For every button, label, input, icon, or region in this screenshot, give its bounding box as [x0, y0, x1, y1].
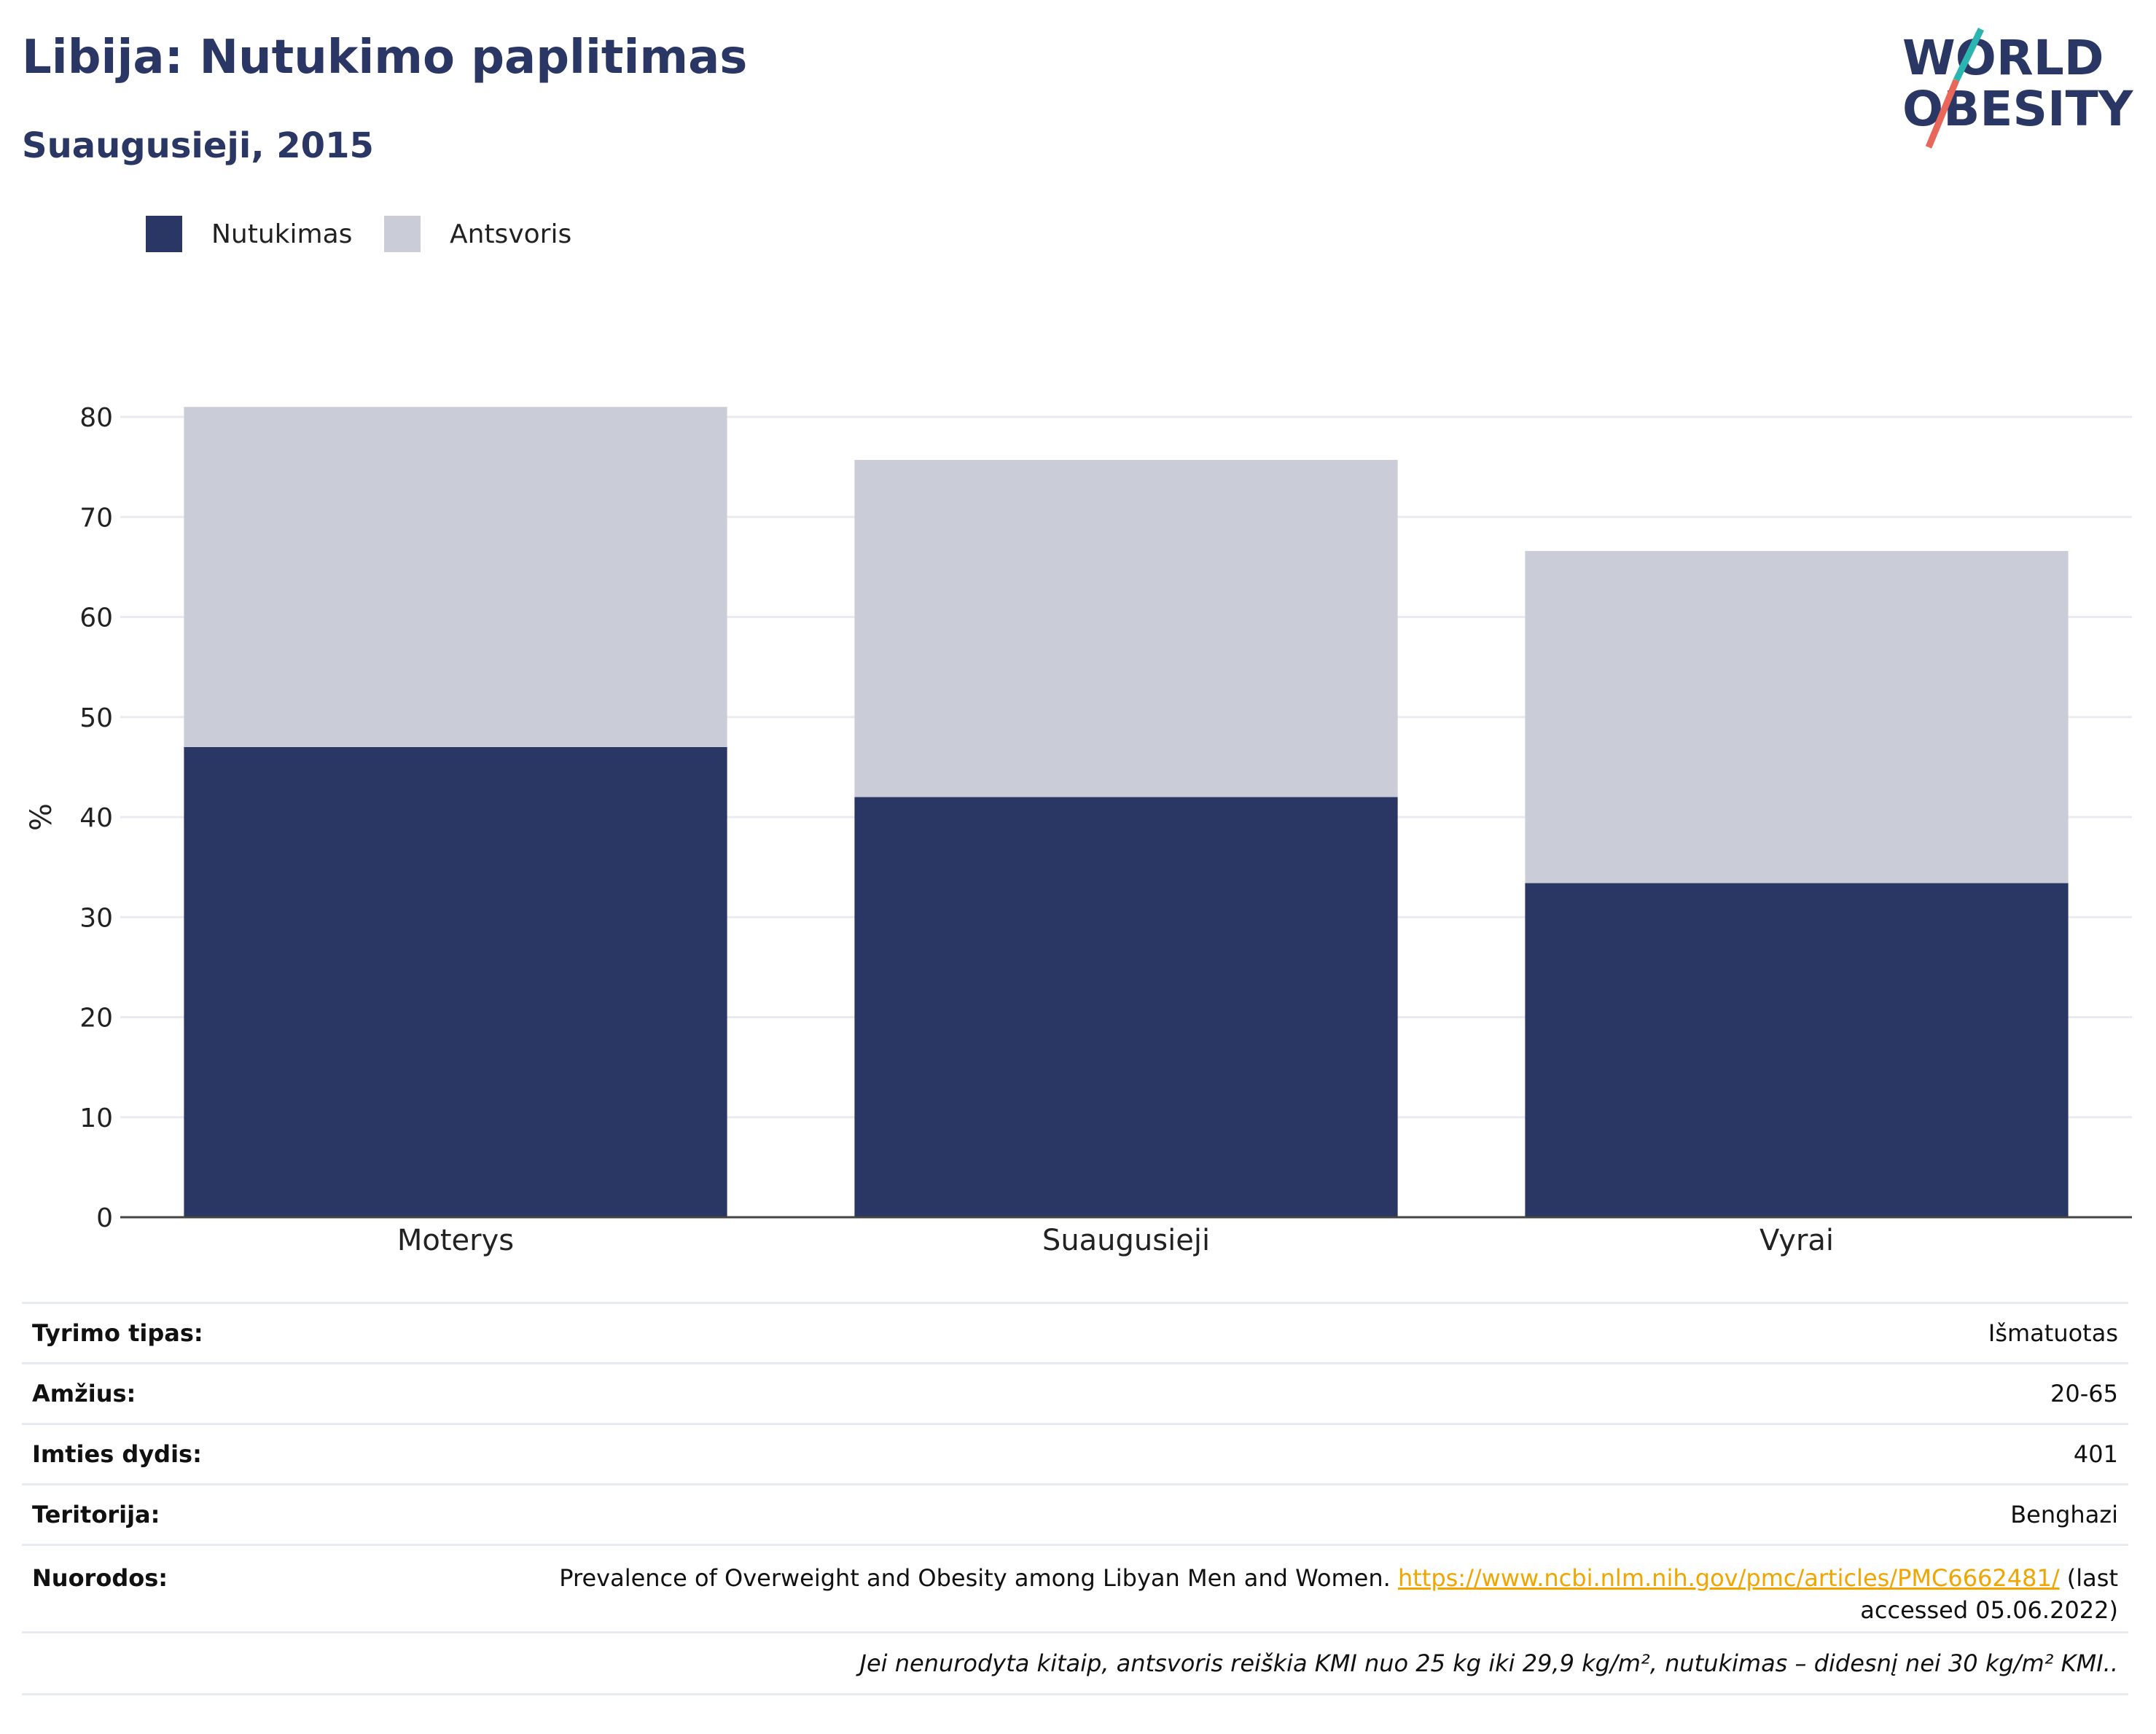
legend-item-obesity[interactable]: Nutukimas: [146, 216, 352, 252]
x-category-label: Vyrai: [1759, 1224, 1834, 1257]
definition-note: Jei nenurodyta kitaip, antsvoris reiškia…: [22, 1631, 2128, 1695]
bar-obesity: [854, 797, 1398, 1217]
y-tick-label: 20: [79, 1004, 113, 1034]
legend-item-overweight[interactable]: Antsvoris: [384, 216, 571, 252]
x-category-label: Suaugusieji: [1042, 1224, 1210, 1257]
bar-overweight: [1525, 550, 2069, 883]
legend-label-overweight: Antsvoris: [450, 219, 572, 249]
info-key: Teritorija:: [32, 1501, 160, 1528]
bar-overweight: [854, 460, 1398, 797]
bar-obesity: [184, 746, 727, 1217]
logo-stroke-red: [1925, 79, 1960, 149]
legend-swatch-overweight: [384, 216, 421, 252]
bar-overweight: [184, 407, 727, 747]
world-obesity-logo: WORLD OBESITY: [1902, 28, 2134, 149]
reference-text: Prevalence of Overweight and Obesity amo…: [559, 1562, 2118, 1626]
reference-suffix: (last: [2059, 1564, 2118, 1592]
info-row-survey-type: Tyrimo tipas: Išmatuotas: [22, 1302, 2128, 1362]
info-table: Tyrimo tipas: Išmatuotas Amžius: 20-65 I…: [22, 1302, 2128, 1695]
info-key: Amžius:: [32, 1380, 136, 1407]
info-row-references: Nuorodos: Prevalence of Overweight and O…: [22, 1544, 2128, 1631]
info-value: 401: [2073, 1440, 2118, 1468]
logo-line1: WORLD: [1902, 30, 2104, 86]
reference-link[interactable]: https://www.ncbi.nlm.nih.gov/pmc/article…: [1397, 1564, 2060, 1592]
reference-title: Prevalence of Overweight and Obesity amo…: [559, 1564, 1398, 1592]
x-category-label: Moterys: [397, 1224, 514, 1257]
y-tick-label: 10: [79, 1104, 113, 1133]
info-value: 20-65: [2050, 1380, 2118, 1407]
y-tick-label: 0: [96, 1203, 113, 1233]
info-value: Benghazi: [2010, 1501, 2118, 1528]
y-tick-label: 60: [79, 604, 113, 633]
y-tick-label: 40: [79, 803, 113, 833]
y-axis-label: %: [25, 803, 58, 831]
reference-access-date: accessed 05.06.2022): [1860, 1596, 2118, 1624]
bar-obesity: [1525, 883, 2069, 1217]
legend-label-obesity: Nutukimas: [211, 219, 353, 249]
info-key: Imties dydis:: [32, 1440, 202, 1468]
info-row-age: Amžius: 20-65: [22, 1362, 2128, 1423]
y-tick-label: 50: [79, 703, 113, 733]
page-title: Libija: Nutukimo paplitimas: [22, 31, 748, 85]
bar-chart: 0 10 20 30 40 50 60 70 80% Moterys Suaugusieji Vyra…: [25, 403, 2132, 1257]
info-row-territory: Teritorija: Benghazi: [22, 1483, 2128, 1544]
info-key: Tyrimo tipas:: [32, 1319, 203, 1347]
logo-stroke-teal: [1953, 28, 1985, 82]
info-row-sample-size: Imties dydis: 401: [22, 1423, 2128, 1483]
info-key: Nuorodos:: [32, 1564, 168, 1592]
page-subtitle: Suaugusieji, 2015: [22, 125, 374, 166]
info-value: Išmatuotas: [1988, 1319, 2118, 1347]
y-tick-label: 70: [79, 503, 113, 533]
legend-swatch-obesity: [146, 216, 182, 252]
y-tick-label: 30: [79, 903, 113, 933]
definition-note-text: Jei nenurodyta kitaip, antsvoris reiškia…: [859, 1649, 2119, 1677]
y-tick-label: 80: [79, 403, 113, 433]
